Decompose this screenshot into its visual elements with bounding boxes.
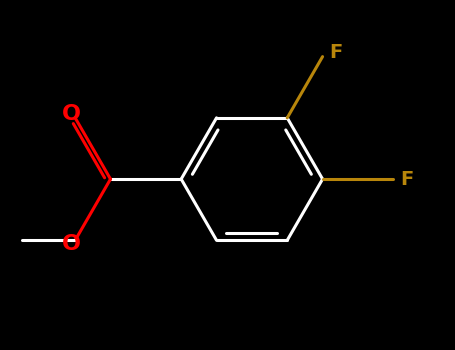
Text: F: F [400,169,413,189]
Text: F: F [329,43,342,62]
Text: O: O [61,104,81,124]
Text: O: O [61,234,81,254]
